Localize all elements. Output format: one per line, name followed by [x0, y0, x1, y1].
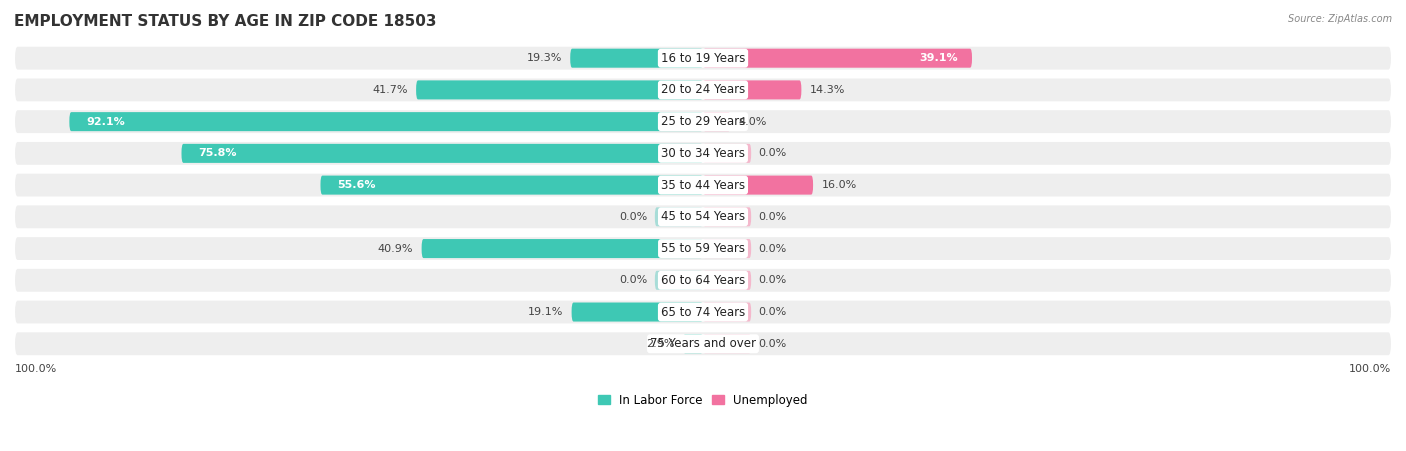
FancyBboxPatch shape — [655, 207, 703, 226]
Text: 45 to 54 Years: 45 to 54 Years — [661, 210, 745, 223]
Text: 2.9%: 2.9% — [647, 339, 675, 349]
Text: 25 to 29 Years: 25 to 29 Years — [661, 115, 745, 128]
FancyBboxPatch shape — [15, 205, 1391, 228]
Text: Source: ZipAtlas.com: Source: ZipAtlas.com — [1288, 14, 1392, 23]
FancyBboxPatch shape — [321, 175, 703, 195]
Text: 0.0%: 0.0% — [758, 244, 786, 253]
Text: 65 to 74 Years: 65 to 74 Years — [661, 305, 745, 318]
FancyBboxPatch shape — [683, 334, 703, 353]
Text: 14.3%: 14.3% — [810, 85, 845, 95]
FancyBboxPatch shape — [703, 112, 731, 131]
FancyBboxPatch shape — [69, 112, 703, 131]
Text: 19.3%: 19.3% — [527, 53, 562, 63]
FancyBboxPatch shape — [703, 144, 751, 163]
FancyBboxPatch shape — [703, 334, 751, 353]
Text: 0.0%: 0.0% — [620, 212, 648, 222]
Text: 40.9%: 40.9% — [378, 244, 413, 253]
FancyBboxPatch shape — [703, 303, 751, 322]
Text: 30 to 34 Years: 30 to 34 Years — [661, 147, 745, 160]
FancyBboxPatch shape — [655, 271, 703, 290]
FancyBboxPatch shape — [703, 175, 813, 195]
Text: 0.0%: 0.0% — [758, 212, 786, 222]
Text: 0.0%: 0.0% — [758, 339, 786, 349]
FancyBboxPatch shape — [181, 144, 703, 163]
FancyBboxPatch shape — [15, 47, 1391, 69]
FancyBboxPatch shape — [15, 301, 1391, 323]
Text: 39.1%: 39.1% — [920, 53, 959, 63]
FancyBboxPatch shape — [571, 49, 703, 68]
Text: 100.0%: 100.0% — [1348, 364, 1391, 373]
FancyBboxPatch shape — [15, 332, 1391, 355]
Text: 55.6%: 55.6% — [337, 180, 377, 190]
FancyBboxPatch shape — [15, 142, 1391, 165]
FancyBboxPatch shape — [703, 271, 751, 290]
FancyBboxPatch shape — [703, 80, 801, 99]
FancyBboxPatch shape — [15, 269, 1391, 292]
Text: 60 to 64 Years: 60 to 64 Years — [661, 274, 745, 287]
FancyBboxPatch shape — [572, 303, 703, 322]
Text: 0.0%: 0.0% — [758, 307, 786, 317]
Text: 4.0%: 4.0% — [738, 117, 768, 127]
FancyBboxPatch shape — [15, 237, 1391, 260]
Text: 16.0%: 16.0% — [821, 180, 856, 190]
FancyBboxPatch shape — [416, 80, 703, 99]
FancyBboxPatch shape — [703, 49, 972, 68]
FancyBboxPatch shape — [15, 110, 1391, 133]
Text: 0.0%: 0.0% — [758, 275, 786, 285]
Text: 41.7%: 41.7% — [373, 85, 408, 95]
Text: 55 to 59 Years: 55 to 59 Years — [661, 242, 745, 255]
Text: 16 to 19 Years: 16 to 19 Years — [661, 52, 745, 64]
Text: 100.0%: 100.0% — [15, 364, 58, 373]
Text: 75 Years and over: 75 Years and over — [650, 337, 756, 350]
Legend: In Labor Force, Unemployed: In Labor Force, Unemployed — [593, 389, 813, 411]
Text: EMPLOYMENT STATUS BY AGE IN ZIP CODE 18503: EMPLOYMENT STATUS BY AGE IN ZIP CODE 185… — [14, 14, 436, 28]
FancyBboxPatch shape — [422, 239, 703, 258]
FancyBboxPatch shape — [15, 78, 1391, 101]
Text: 0.0%: 0.0% — [758, 148, 786, 158]
Text: 92.1%: 92.1% — [87, 117, 125, 127]
Text: 20 to 24 Years: 20 to 24 Years — [661, 83, 745, 97]
FancyBboxPatch shape — [15, 174, 1391, 197]
Text: 19.1%: 19.1% — [529, 307, 564, 317]
Text: 75.8%: 75.8% — [198, 148, 238, 158]
Text: 0.0%: 0.0% — [620, 275, 648, 285]
Text: 35 to 44 Years: 35 to 44 Years — [661, 179, 745, 192]
FancyBboxPatch shape — [703, 239, 751, 258]
FancyBboxPatch shape — [703, 207, 751, 226]
